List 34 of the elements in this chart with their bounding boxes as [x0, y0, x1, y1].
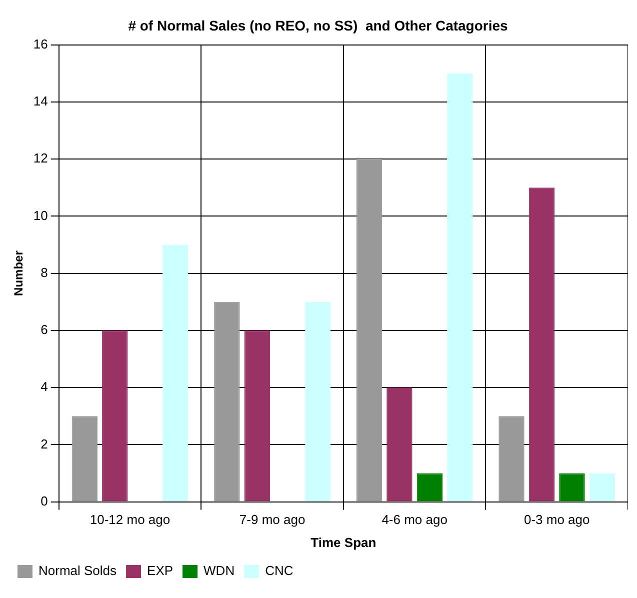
bar	[102, 330, 128, 502]
chart-title: # of Normal Sales (no REO, no SS) and Other Catagories	[128, 17, 508, 34]
y-tick-label: 2	[40, 436, 48, 452]
bar	[356, 159, 382, 502]
x-tick-label: 10-12 mo ago	[90, 512, 170, 528]
bar	[416, 473, 443, 502]
bar	[447, 73, 473, 502]
bar	[72, 416, 98, 502]
bar	[214, 302, 240, 502]
bar	[559, 473, 585, 502]
legend-label: WDN	[204, 563, 235, 578]
bar	[304, 302, 330, 502]
bar	[589, 473, 616, 502]
y-tick-label: 8	[40, 264, 48, 280]
bar	[528, 188, 555, 502]
bar	[162, 244, 188, 502]
y-tick-label: 12	[33, 150, 48, 166]
x-tick-label: 0-3 mo ago	[524, 512, 590, 528]
y-tick-label: 4	[40, 379, 48, 394]
legend-label: Normal Solds	[38, 563, 118, 578]
y-tick-label: 16	[33, 36, 48, 52]
legend-label: CNC	[265, 563, 294, 578]
bar	[244, 330, 270, 502]
bar	[386, 388, 412, 502]
y-tick-label: 10	[33, 208, 48, 223]
legend-label: EXP	[147, 563, 174, 578]
x-tick-label: 4-6 mo ago	[382, 512, 448, 528]
x-axis-title: Time Span	[310, 534, 376, 550]
y-axis-title: Number	[12, 250, 26, 296]
bar	[498, 416, 524, 502]
y-tick-label: 0	[40, 493, 48, 508]
y-tick-label: 6	[40, 322, 48, 338]
x-tick-label: 7-9 mo ago	[239, 512, 306, 528]
y-tick-label: 14	[33, 94, 48, 109]
